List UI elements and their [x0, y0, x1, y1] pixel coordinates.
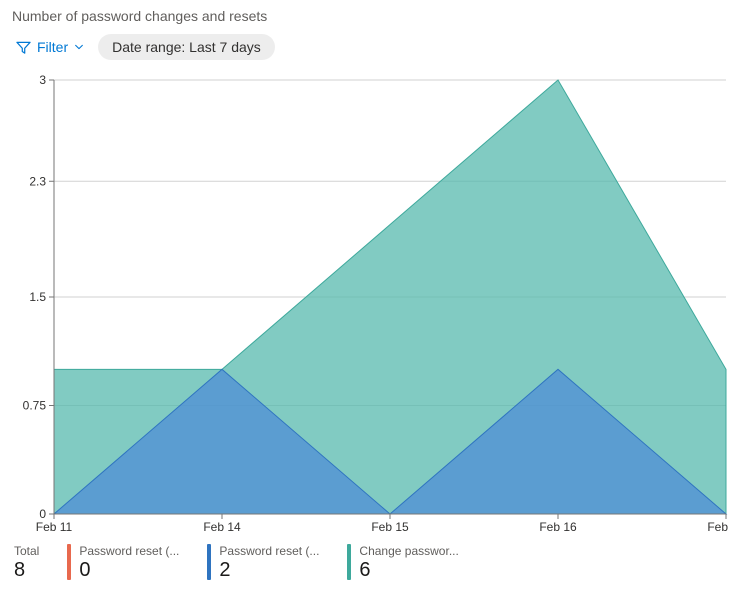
legend-text: Change passwor...6 — [359, 544, 458, 582]
legend-text: Password reset (...2 — [219, 544, 319, 582]
date-range-pill[interactable]: Date range: Last 7 days — [98, 34, 275, 60]
filter-icon — [16, 40, 31, 55]
legend-text: Password reset (...0 — [79, 544, 179, 582]
svg-text:Feb 11: Feb 11 — [36, 520, 73, 534]
legend-value: 2 — [219, 558, 319, 582]
password-chart-card: Number of password changes and resets Fi… — [0, 0, 738, 603]
legend-swatch — [207, 544, 211, 580]
chart-area: 0 0.75 1.5 2.3 3 Feb 11 Feb 14 Feb 15 Feb 16 Feb … — [10, 74, 728, 534]
legend-value: 6 — [359, 558, 458, 582]
legend-item[interactable]: Change passwor...6 — [347, 544, 458, 582]
legend-value: 0 — [79, 558, 179, 582]
legend-swatch — [67, 544, 71, 580]
svg-text:2.3: 2.3 — [29, 174, 46, 188]
filter-row: Filter Date range: Last 7 days — [12, 34, 728, 60]
svg-text:Feb 14: Feb 14 — [203, 520, 241, 534]
legend-label: Password reset (... — [79, 544, 179, 558]
filter-button-label: Filter — [37, 39, 68, 55]
svg-text:3: 3 — [39, 74, 46, 87]
svg-text:1.5: 1.5 — [29, 290, 46, 304]
card-title: Number of password changes and resets — [12, 8, 728, 24]
legend-label: Total — [14, 544, 39, 558]
legend-text: Total8 — [14, 544, 39, 582]
legend-swatch — [347, 544, 351, 580]
area-chart-svg: 0 0.75 1.5 2.3 3 Feb 11 Feb 14 Feb 15 Feb 16 Feb … — [10, 74, 728, 534]
svg-text:Feb 17: Feb 17 — [707, 520, 728, 534]
svg-text:0.75: 0.75 — [23, 399, 47, 413]
svg-text:Feb 16: Feb 16 — [539, 520, 577, 534]
legend-label: Change passwor... — [359, 544, 458, 558]
legend-label: Password reset (... — [219, 544, 319, 558]
legend-item[interactable]: Password reset (...2 — [207, 544, 319, 582]
legend-item[interactable]: Password reset (...0 — [67, 544, 179, 582]
legend-value: 8 — [14, 558, 39, 582]
svg-text:Feb 15: Feb 15 — [371, 520, 409, 534]
chevron-down-icon — [74, 42, 84, 52]
legend-item[interactable]: Total8 — [14, 544, 39, 582]
filter-button[interactable]: Filter — [12, 35, 88, 59]
svg-text:0: 0 — [39, 507, 46, 521]
legend-row: Total8Password reset (...0Password reset… — [10, 534, 728, 582]
